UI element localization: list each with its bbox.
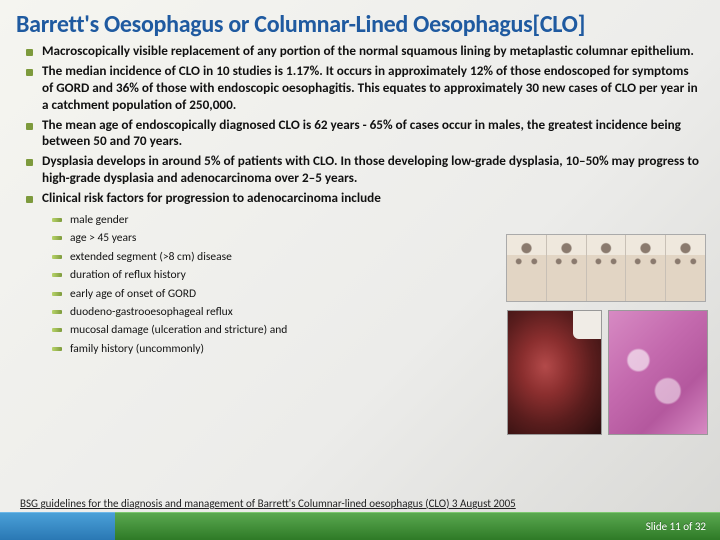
sub-bullet-item: early age of onset of GORD: [52, 285, 412, 303]
endoscopy-image: [507, 310, 602, 435]
footnote-citation: BSG guidelines for the diagnosis and man…: [0, 497, 720, 512]
schematic-panel: [507, 235, 547, 301]
sub-bullet-item: age > 45 years: [52, 229, 412, 247]
schematic-panel: [666, 235, 705, 301]
footer-bar: Slide 11 of 32: [115, 512, 720, 540]
sub-bullet-item: duodeno-gastrooesophageal reflux: [52, 303, 412, 321]
slide-footer: Slide 11 of 32: [0, 512, 720, 540]
sub-bullet-item: mucosal damage (ulceration and stricture…: [52, 321, 412, 339]
histology-image: [608, 310, 708, 435]
sub-bullet-item: duration of reflux history: [52, 266, 412, 284]
schematic-panel: [547, 235, 587, 301]
slide-title: Barrett's Oesophagus or Columnar-Lined O…: [0, 0, 720, 43]
schematic-panel: [587, 235, 627, 301]
schematic-panel: [626, 235, 666, 301]
sub-bullet-item: extended segment (>8 cm) disease: [52, 248, 412, 266]
bullet-item: The mean age of endoscopically diagnosed…: [20, 117, 700, 151]
main-bullet-list: Macroscopically visible replacement of a…: [20, 43, 700, 207]
bullet-item: The median incidence of CLO in 10 studie…: [20, 63, 700, 114]
bullet-item: Clinical risk factors for progression to…: [20, 190, 700, 207]
sub-bullet-item: family history (uncommonly): [52, 340, 412, 358]
slide-number-indicator: Slide 11 of 32: [646, 520, 706, 533]
slide: Barrett's Oesophagus or Columnar-Lined O…: [0, 0, 720, 540]
bullet-item: Dysplasia develops in around 5% of patie…: [20, 153, 700, 187]
footer-accent-block: [0, 512, 115, 540]
sub-bullet-list: male gender age > 45 years extended segm…: [52, 211, 412, 358]
columnar-progression-schematic-image: [506, 234, 706, 302]
content-area: Macroscopically visible replacement of a…: [0, 43, 720, 497]
image-row: [507, 310, 708, 435]
sub-bullet-item: male gender: [52, 211, 412, 229]
bullet-item: Macroscopically visible replacement of a…: [20, 43, 700, 60]
